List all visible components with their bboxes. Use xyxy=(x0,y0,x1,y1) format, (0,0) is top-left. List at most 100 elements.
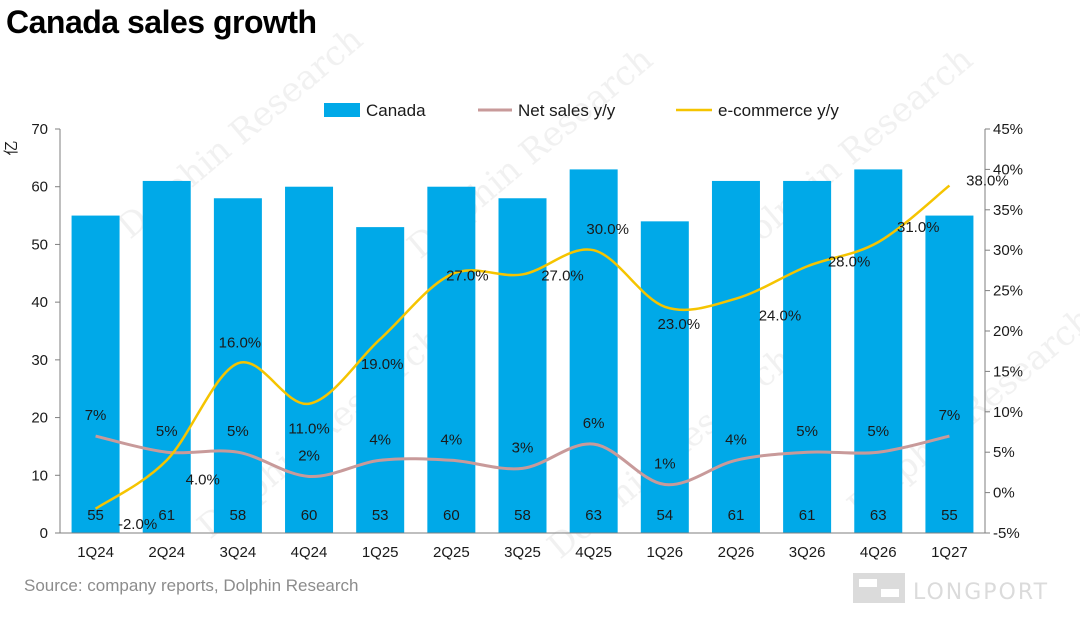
bar-4Q26 xyxy=(854,169,903,533)
ecommerce-line xyxy=(94,184,951,510)
net-sales-label: 3% xyxy=(512,439,534,456)
y-tick-label: 60 xyxy=(31,179,48,196)
bar-value-label: 58 xyxy=(514,507,531,524)
net-sales-label: 1% xyxy=(654,456,676,473)
legend-label-canada: Canada xyxy=(366,101,426,120)
ecommerce-label: 27.0% xyxy=(541,267,584,284)
y-tick-label: 0 xyxy=(40,525,48,542)
ecommerce-label: 23.0% xyxy=(658,316,701,333)
net-sales-label: 4% xyxy=(369,431,391,448)
ecommerce-label: 11.0% xyxy=(288,421,329,438)
data-labels: 55 61 58 60 53 60 58 63 54 61 61 63 55 7% 5% 5% 2% 4% 4% 3%… xyxy=(85,173,1009,533)
bar-value-label: 54 xyxy=(656,507,673,524)
ecommerce-label: 16.0% xyxy=(219,334,262,351)
y2-tick-label: 15% xyxy=(993,363,1023,380)
y-tick-label: 50 xyxy=(31,236,48,253)
logo-text: LONGPORT xyxy=(913,580,1049,605)
ecommerce-label: -2.0% xyxy=(118,516,157,533)
ecommerce-label: 4.0% xyxy=(186,471,220,488)
net-sales-label: 5% xyxy=(796,423,818,440)
y-tick-label: 20 xyxy=(31,410,48,427)
bar-value-label: 61 xyxy=(158,507,175,524)
net-sales-label: 4% xyxy=(725,431,747,448)
y2-tick-label: 25% xyxy=(993,283,1023,300)
bar-value-label: 58 xyxy=(230,507,247,524)
bar-value-label: 55 xyxy=(941,507,958,524)
legend-swatch-canada xyxy=(324,103,360,117)
bar-2Q26 xyxy=(711,180,760,533)
bar-value-label: 61 xyxy=(728,507,745,524)
net-sales-label: 5% xyxy=(156,423,178,440)
legend: Canada Net sales y/y e-commerce y/y xyxy=(324,101,839,120)
ecommerce-label: 24.0% xyxy=(759,308,802,325)
net-sales-label: 4% xyxy=(441,431,463,448)
net-sales-line xyxy=(95,434,950,487)
legend-label-net-sales: Net sales y/y xyxy=(518,101,616,120)
y-tick-label: 40 xyxy=(31,294,48,311)
x-tick-label: 2Q26 xyxy=(718,544,755,561)
ecommerce-label: 30.0% xyxy=(586,221,629,238)
x-tick-label: 1Q26 xyxy=(646,544,683,561)
bar-4Q24 xyxy=(285,186,334,533)
net-sales-label: 5% xyxy=(867,423,889,440)
bar-3Q26 xyxy=(783,180,832,533)
y2-tick-label: 0% xyxy=(993,485,1015,502)
net-sales-label: 7% xyxy=(939,407,961,424)
ecommerce-label: 19.0% xyxy=(361,356,404,373)
bar-2Q24 xyxy=(142,180,191,533)
ecommerce-label: 28.0% xyxy=(828,253,871,270)
source-note: Source: company reports, Dolphin Researc… xyxy=(24,576,359,595)
x-tick-label: 2Q25 xyxy=(433,544,470,561)
ecommerce-label: 38.0% xyxy=(966,173,1009,190)
longport-logo-watermark: LONGPORT xyxy=(853,573,1049,605)
lines xyxy=(94,184,951,510)
bar-value-label: 63 xyxy=(870,507,887,524)
bar-3Q25 xyxy=(498,198,547,533)
y-tick-label: 10 xyxy=(31,467,48,484)
y2-tick-label: 40% xyxy=(993,161,1023,178)
bar-1Q27 xyxy=(925,215,974,534)
x-tick-label: 3Q26 xyxy=(789,544,826,561)
bar-1Q26 xyxy=(640,221,689,534)
bars xyxy=(71,169,974,534)
bar-value-label: 55 xyxy=(87,507,104,524)
ecommerce-label: 31.0% xyxy=(897,219,940,236)
chart: Dolphin Research Dolphin Research Dolphin … xyxy=(3,19,1080,566)
net-sales-label: 2% xyxy=(298,447,320,464)
bar-value-label: 60 xyxy=(301,507,318,524)
bar-2Q25 xyxy=(427,186,476,533)
x-tick-label: 4Q25 xyxy=(575,544,612,561)
x-tick-label: 4Q26 xyxy=(860,544,897,561)
legend-label-ecommerce: e-commerce y/y xyxy=(718,101,839,120)
page-title: Canada sales growth xyxy=(6,4,317,40)
net-sales-label: 6% xyxy=(583,415,605,432)
x-tick-label: 1Q24 xyxy=(77,544,114,561)
y-tick-label: 70 xyxy=(31,121,48,138)
bar-value-label: 60 xyxy=(443,507,460,524)
x-tick-label: 1Q25 xyxy=(362,544,399,561)
y2-tick-label: 30% xyxy=(993,242,1023,259)
bar-value-label: 63 xyxy=(585,507,602,524)
bar-4Q25 xyxy=(569,169,618,533)
y2-tick-label: -5% xyxy=(993,525,1020,542)
y2-tick-label: 10% xyxy=(993,404,1023,421)
x-tick-label: 3Q25 xyxy=(504,544,541,561)
bar-value-label: 61 xyxy=(799,507,816,524)
x-tick-label: 4Q24 xyxy=(291,544,328,561)
bar-1Q25 xyxy=(356,227,405,533)
y-axis-title: 亿 xyxy=(3,140,20,155)
bar-value-label: 53 xyxy=(372,507,389,524)
x-tick-label: 1Q27 xyxy=(931,544,968,561)
net-sales-label: 7% xyxy=(85,407,107,424)
net-sales-label: 5% xyxy=(227,423,249,440)
y-tick-label: 30 xyxy=(31,352,48,369)
y2-tick-label: 5% xyxy=(993,444,1015,461)
x-tick-label: 3Q24 xyxy=(220,544,257,561)
y2-tick-label: 45% xyxy=(993,121,1023,138)
ecommerce-label: 27.0% xyxy=(446,267,489,284)
y2-tick-label: 20% xyxy=(993,323,1023,340)
axes: 0 10 20 30 40 50 60 70 -5% 0% 5% 10% 15% 20% 25% 30% 35%… xyxy=(3,121,1023,561)
y2-tick-label: 35% xyxy=(993,202,1023,219)
x-tick-label: 2Q24 xyxy=(148,544,185,561)
bar-1Q24 xyxy=(71,215,120,534)
